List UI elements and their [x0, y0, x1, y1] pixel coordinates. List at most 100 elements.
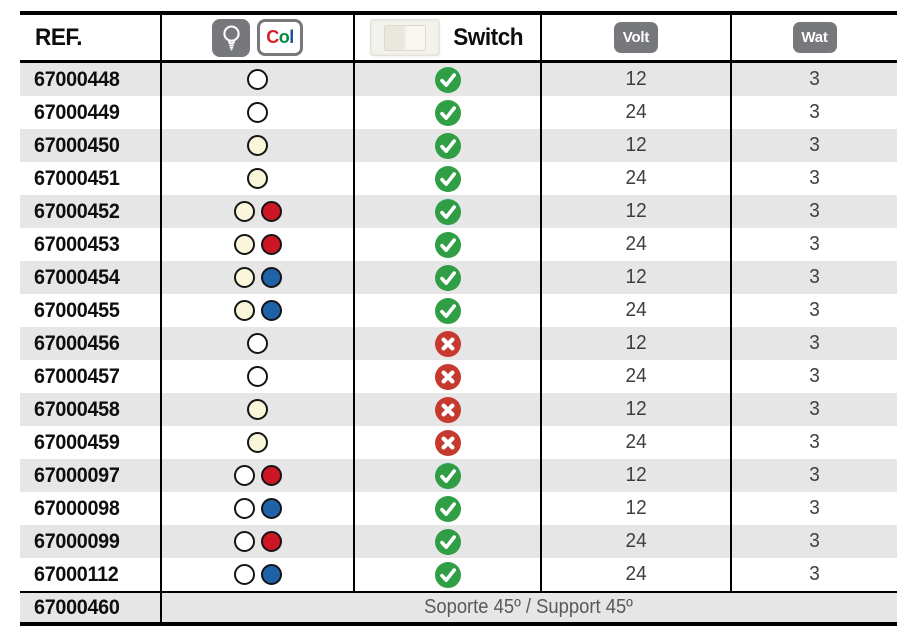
col-letter-o: o: [278, 27, 290, 47]
header-ref: REF.: [20, 15, 160, 60]
white-color-dot: [247, 69, 268, 90]
volt-cell: 12: [540, 459, 730, 492]
switch-status: [353, 96, 540, 129]
ref-value: 67000452: [34, 199, 120, 223]
wat-cell: 3: [730, 393, 897, 426]
col-letter-c: C: [266, 27, 279, 47]
ref-value: 67000097: [34, 463, 120, 487]
white-color-dot: [247, 366, 268, 387]
table-row: 67000456 12 3: [20, 327, 897, 360]
volt-cell: 24: [540, 228, 730, 261]
switch-status: [353, 195, 540, 228]
wat-badge: Wat: [792, 22, 837, 53]
wat-value: 3: [809, 431, 820, 453]
ref-cell: 67000456: [20, 327, 160, 360]
wat-cell: 3: [730, 129, 897, 162]
volt-value: 12: [625, 68, 647, 90]
wat-value: 3: [809, 530, 820, 552]
table-row: 67000448 12 3: [20, 63, 897, 96]
wat-cell: 3: [730, 162, 897, 195]
table-row: 67000457 24 3: [20, 360, 897, 393]
volt-value: 24: [625, 365, 647, 387]
blue-color-dot: [260, 564, 282, 585]
ref-cell: 67000459: [20, 426, 160, 459]
wat-value: 3: [809, 299, 820, 321]
table-row: 67000450 12 3: [20, 129, 897, 162]
switch-status: [353, 228, 540, 261]
cross-icon: [434, 429, 461, 456]
wat-value: 3: [809, 101, 820, 123]
ref-cell: 67000457: [20, 360, 160, 393]
table-row: 67000454 12 3: [20, 261, 897, 294]
volt-value: 24: [625, 101, 647, 123]
color-dots: [160, 162, 353, 195]
wat-cell: 3: [730, 492, 897, 525]
wat-cell: 3: [730, 525, 897, 558]
volt-cell: 12: [540, 63, 730, 96]
ref-value: 67000448: [34, 67, 120, 91]
table-body: 67000448 12 3 67000449 24 3 67000450: [20, 63, 897, 591]
wat-cell: 3: [730, 360, 897, 393]
wat-cell: 3: [730, 195, 897, 228]
bulb-badge: [212, 18, 250, 57]
volt-value: 24: [625, 299, 647, 321]
support-note: Soporte 45º / Support 45º: [424, 596, 633, 618]
color-dots: [160, 558, 353, 591]
table-row: 67000097 12 3: [20, 459, 897, 492]
volt-cell: 24: [540, 96, 730, 129]
table-row: 67000452 12 3: [20, 195, 897, 228]
cream-color-dot: [247, 399, 268, 420]
volt-value: 24: [625, 167, 647, 189]
check-icon: [434, 495, 461, 522]
ref-cell: 67000452: [20, 195, 160, 228]
wat-value: 3: [809, 563, 820, 585]
table-row: 67000099 24 3: [20, 525, 897, 558]
volt-cell: 12: [540, 327, 730, 360]
col-letter-l: l: [289, 27, 294, 47]
color-dots: [160, 294, 353, 327]
switch-status: [353, 558, 540, 591]
volt-value: 12: [625, 464, 647, 486]
volt-cell: 12: [540, 195, 730, 228]
bulb-icon: [222, 25, 240, 51]
wat-value: 3: [809, 68, 820, 90]
volt-cell: 12: [540, 492, 730, 525]
ref-cell: 67000098: [20, 492, 160, 525]
ref-value: 67000449: [34, 100, 120, 124]
wat-cell: 3: [730, 96, 897, 129]
volt-cell: 24: [540, 426, 730, 459]
volt-value: 24: [625, 431, 647, 453]
check-icon: [434, 66, 461, 93]
check-icon: [434, 528, 461, 555]
volt-value: 12: [625, 332, 647, 354]
ref-cell: 67000455: [20, 294, 160, 327]
blue-color-dot: [260, 498, 282, 519]
wat-value: 3: [809, 233, 820, 255]
ref-cell: 67000449: [20, 96, 160, 129]
ref-cell: 67000453: [20, 228, 160, 261]
wat-value: 3: [809, 200, 820, 222]
ref-value: 67000455: [34, 298, 120, 322]
color-dots: [160, 492, 353, 525]
check-icon: [434, 462, 461, 489]
cream-color-dot: [247, 168, 268, 189]
ref-header-label: REF.: [35, 23, 83, 51]
check-icon: [434, 99, 461, 126]
cross-icon: [434, 363, 461, 390]
switch-status: [353, 261, 540, 294]
wat-value: 3: [809, 365, 820, 387]
switch-status: [353, 162, 540, 195]
volt-cell: 24: [540, 294, 730, 327]
color-dots: [160, 195, 353, 228]
switch-status: [353, 393, 540, 426]
footer-row: 67000460 Soporte 45º / Support 45º: [20, 591, 897, 622]
table-row: 67000458 12 3: [20, 393, 897, 426]
blue-color-dot: [260, 300, 282, 321]
ref-cell: 67000450: [20, 129, 160, 162]
check-icon: [434, 132, 461, 159]
wat-value: 3: [809, 134, 820, 156]
white-color-dot: [233, 465, 255, 486]
switch-status: [353, 327, 540, 360]
